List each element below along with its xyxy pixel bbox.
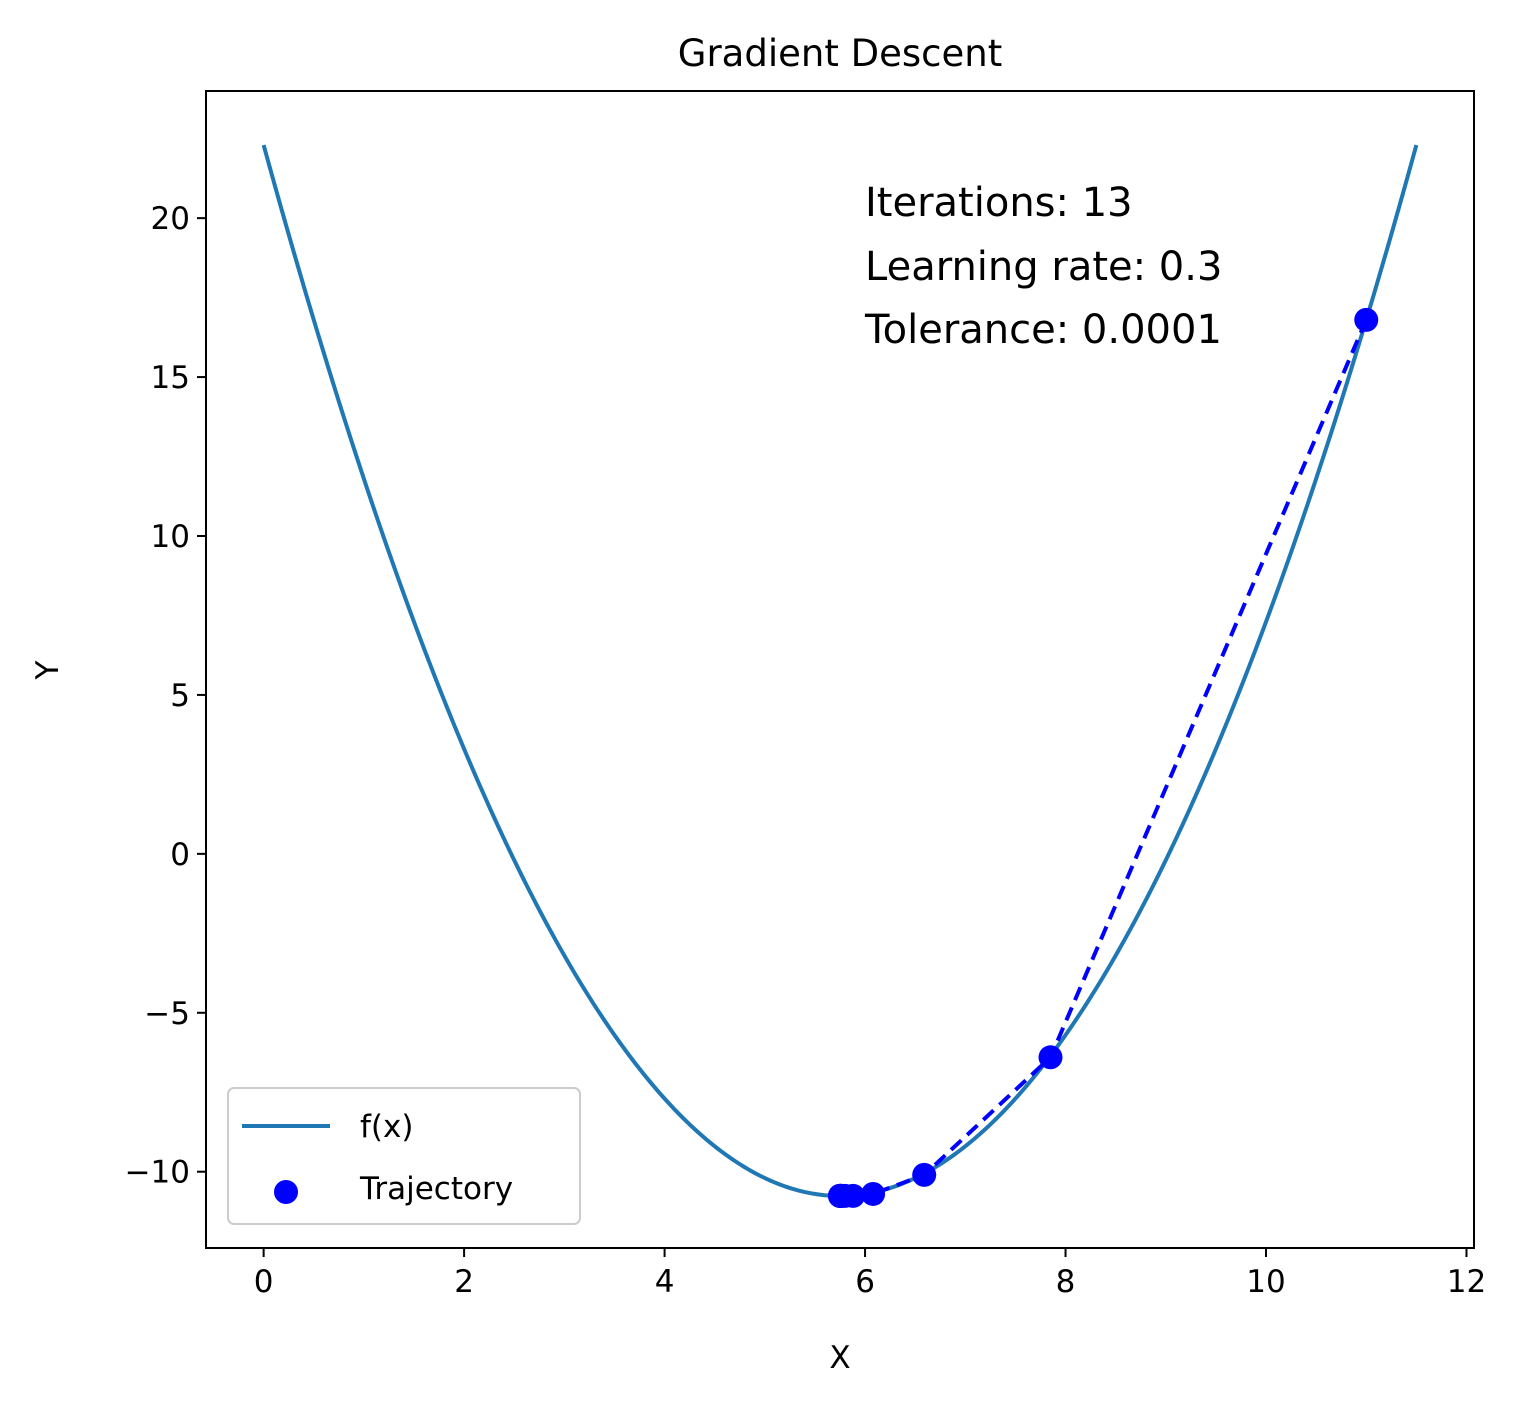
annotation-box: Iterations: 13 Learning rate: 0.3 Tolera… — [864, 180, 1222, 353]
x-tick-label: 10 — [1246, 1264, 1285, 1300]
x-axis-label: X — [829, 1340, 850, 1376]
annotation-tolerance: Tolerance: 0.0001 — [864, 307, 1222, 353]
y-tick-label: 15 — [151, 360, 190, 396]
trajectory-point — [912, 1162, 937, 1187]
x-tick-label: 6 — [855, 1264, 875, 1300]
x-tick-label: 2 — [454, 1264, 474, 1300]
annotation-learning-rate: Learning rate: 0.3 — [865, 244, 1222, 290]
trajectory-point — [1038, 1045, 1063, 1070]
legend-frame — [227, 1087, 581, 1225]
x-axis: 0 2 4 6 8 10 12 — [254, 1248, 1486, 1300]
legend-trajectory-marker — [274, 1180, 298, 1204]
y-tick-label: 0 — [170, 837, 190, 873]
legend-label-trajectory: Trajectory — [359, 1171, 513, 1207]
trajectory-point — [828, 1183, 853, 1208]
trajectory-point — [861, 1181, 886, 1206]
x-tick-label: 8 — [1056, 1264, 1076, 1300]
y-axis-label: Y — [30, 660, 66, 680]
y-axis: −10 −5 0 5 10 15 20 — [125, 201, 206, 1191]
legend: f(x) Trajectory — [227, 1087, 581, 1225]
y-tick-label: 5 — [170, 678, 190, 714]
plot-area — [261, 144, 1419, 1208]
y-tick-label: −5 — [144, 996, 190, 1032]
y-tick-label: −10 — [125, 1155, 190, 1191]
y-tick-label: 20 — [151, 201, 190, 237]
x-tick-label: 12 — [1447, 1264, 1486, 1300]
x-tick-label: 4 — [655, 1264, 675, 1300]
chart-title: Gradient Descent — [678, 32, 1002, 75]
annotation-iterations: Iterations: 13 — [865, 180, 1133, 226]
trajectory-point — [1354, 307, 1379, 332]
y-tick-label: 10 — [151, 519, 190, 555]
x-tick-label: 0 — [254, 1264, 274, 1300]
legend-label-curve: f(x) — [360, 1109, 413, 1145]
axes-frame — [205, 90, 1475, 1249]
